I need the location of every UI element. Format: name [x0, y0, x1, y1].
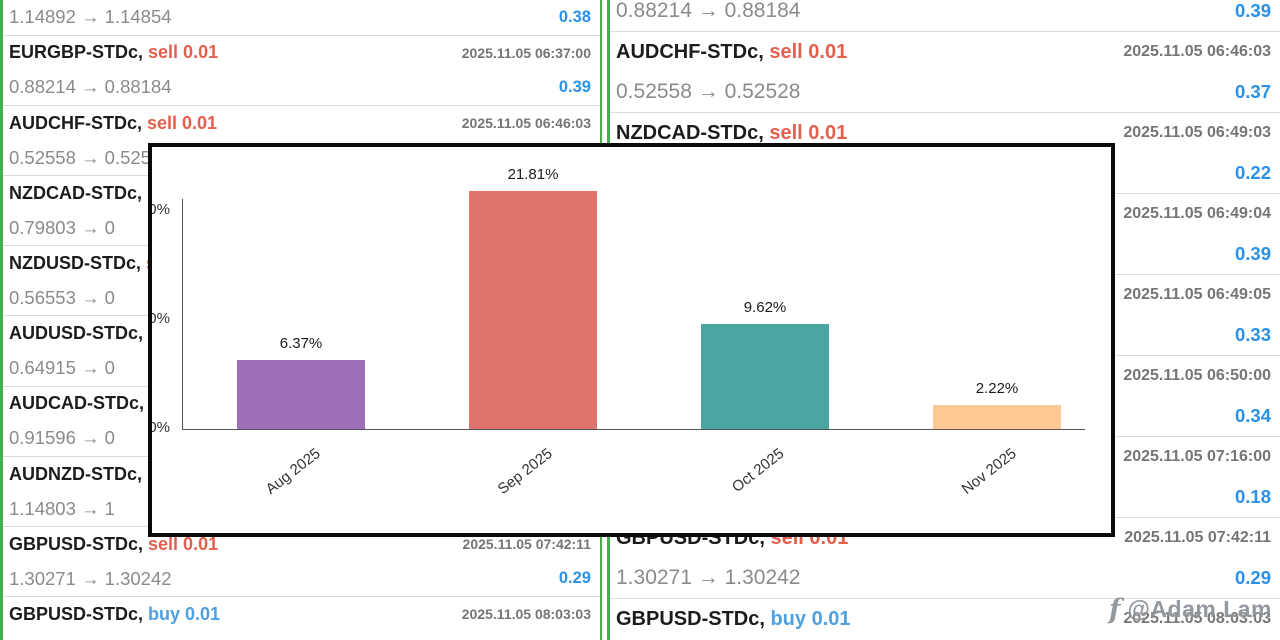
- bar-value-label-nov-2025: 2.22%: [975, 380, 1019, 397]
- trade-time: 2025.11.05 06:49:03: [1123, 124, 1271, 141]
- trade-profit: 0.34: [1234, 405, 1271, 426]
- trade-row[interactable]: 0.88214 → 0.88184 0.39: [607, 0, 1280, 31]
- trade-price: 1.30271 → 1.30242: [616, 566, 801, 589]
- chart-bar-nov-2025: [933, 405, 1061, 429]
- trade-time: 2025.11.05 06:37:00: [461, 44, 591, 61]
- trade-profit: 0.39: [558, 77, 591, 96]
- trade-side: sell 0.01: [148, 42, 219, 63]
- trade-symbol: GBPUSD-STDc,: [9, 533, 149, 554]
- trade-time: 2025.11.05 06:50:00: [1123, 367, 1271, 384]
- trade-price: 0.79803 → 0: [9, 216, 115, 238]
- trade-symbol: NZDCAD-STDc,: [616, 121, 770, 144]
- bar-value-label-sep-2025: 21.81%: [507, 166, 559, 183]
- trade-profit: 0.39: [1234, 243, 1271, 264]
- trade-profit: 0.37: [1234, 81, 1271, 102]
- trade-time: 2025.11.05 08:03:03: [1123, 610, 1271, 627]
- trade-price: 1.14892 → 1.14854: [9, 6, 172, 28]
- watermark: f @Adam Lam: [1109, 594, 1272, 625]
- trade-price: 0.56553 → 0: [9, 287, 115, 309]
- bar-value-label-oct-2025: 9.62%: [743, 299, 787, 316]
- trade-symbol: GBPUSD-STDc,: [9, 603, 149, 624]
- trade-time: 2025.11.05 07:42:11: [1124, 529, 1271, 546]
- trade-side: sell 0.01: [147, 112, 218, 133]
- trade-price: 0.64915 → 0: [9, 357, 115, 379]
- trade-profit: 0.33: [1234, 324, 1271, 345]
- trade-price: 0.91596 → 0: [9, 427, 115, 449]
- trade-price: 1.14803 → 1: [9, 497, 115, 519]
- trade-side: sell 0.01: [148, 533, 219, 554]
- y-tick-label-2: 20%: [148, 201, 170, 218]
- trade-time: 2025.11.05 06:49:04: [1123, 205, 1271, 222]
- trade-side: buy 0.01: [148, 603, 221, 624]
- trade-profit: 0.29: [558, 569, 591, 588]
- trade-symbol: EURGBP-STDc,: [9, 42, 149, 63]
- trade-time: 2025.11.05 07:42:11: [462, 536, 591, 553]
- trade-price: 0.52558 → 0.52528: [616, 80, 801, 103]
- trade-row[interactable]: AUDCHF-STDc, sell 0.01 2025.11.05 06:46:0…: [607, 31, 1280, 112]
- chart-bar-aug-2025: [237, 360, 365, 429]
- trade-symbol: NZDUSD-STDc,: [9, 252, 147, 273]
- trade-profit: 0.18: [1234, 486, 1271, 507]
- trade-price: 0.88214 → 0.88184: [9, 76, 172, 98]
- trade-row[interactable]: GBPUSD-STDc, buy 0.01 2025.11.05 08:03:03…: [0, 596, 600, 640]
- x-tick-label-nov-2025: Nov 2025: [958, 445, 1020, 498]
- watermark-handle: @Adam Lam: [1127, 596, 1272, 622]
- trade-profit: 0.29: [1234, 567, 1271, 588]
- trade-side: buy 0.01: [770, 607, 851, 630]
- bar-value-label-aug-2025: 6.37%: [279, 335, 323, 352]
- chart-bar-sep-2025: [469, 191, 597, 429]
- y-tick-label-0: 0%: [148, 419, 170, 436]
- trade-side: sell 0.01: [769, 121, 848, 144]
- trade-price: 0.52558 → 0.52528: [9, 146, 172, 168]
- trade-profit: 0.22: [1234, 162, 1271, 183]
- x-tick-label-aug-2025: Aug 2025: [262, 445, 324, 498]
- trade-row[interactable]: GBPUSD-STDc, sell 0.01 2025.11.05 07:42:1…: [0, 525, 600, 596]
- trade-profit: 0.39: [1234, 0, 1271, 21]
- trade-symbol: AUDNZD-STDc,: [9, 463, 147, 484]
- trade-row[interactable]: EURGBP-STDc, sell 0.01 2025.11.05 06:37:0…: [0, 34, 600, 105]
- trade-time: 2025.11.05 07:16:00: [1123, 448, 1271, 465]
- trade-symbol: AUDCHF-STDc,: [9, 112, 147, 133]
- y-tick-label-1: 10%: [148, 310, 170, 327]
- trade-symbol: NZDCAD-STDc,: [9, 182, 147, 203]
- monthly-growth-chart-overlay: 6.37% Aug 2025 21.81% Sep 2025 9.62% Oct 2025…: [148, 143, 1115, 537]
- trade-row[interactable]: GBPUSD-STDc, buy 0.01 2025.11.05 08:03:03…: [607, 598, 1280, 640]
- trade-time: 2025.11.05 06:46:03: [461, 115, 591, 132]
- profit-indicator-strip: [0, 0, 3, 640]
- x-tick-label-sep-2025: Sep 2025: [494, 445, 556, 498]
- trade-time: 2025.11.05 06:46:03: [1123, 43, 1271, 60]
- y-axis-line: [182, 199, 183, 430]
- chart-plot: 6.37% Aug 2025 21.81% Sep 2025 9.62% Oct 2025…: [152, 147, 1111, 533]
- trade-price: 0.88214 → 0.88184: [616, 0, 801, 22]
- trade-row[interactable]: 1.14892 → 1.14854 0.38: [0, 0, 600, 35]
- trade-profit: 0.38: [558, 7, 591, 26]
- trade-price: 1.30271 → 1.30242: [9, 567, 172, 589]
- x-tick-label-oct-2025: Oct 2025: [729, 445, 788, 496]
- trade-symbol: AUDCHF-STDc,: [616, 40, 770, 63]
- trade-time: 2025.11.05 08:03:03: [461, 606, 591, 623]
- trade-symbol: GBPUSD-STDc,: [616, 607, 771, 630]
- trade-side: sell 0.01: [769, 40, 848, 63]
- trade-time: 2025.11.05 06:49:05: [1123, 286, 1271, 303]
- trade-symbol: AUDCAD-STDc,: [9, 393, 150, 414]
- trade-symbol: AUDUSD-STDc,: [9, 323, 149, 344]
- trade-price: 1.30266 → 1.30295: [9, 638, 172, 640]
- chart-bar-oct-2025: [701, 324, 829, 429]
- facebook-icon: f: [1108, 594, 1121, 625]
- x-axis-line: [182, 429, 1085, 430]
